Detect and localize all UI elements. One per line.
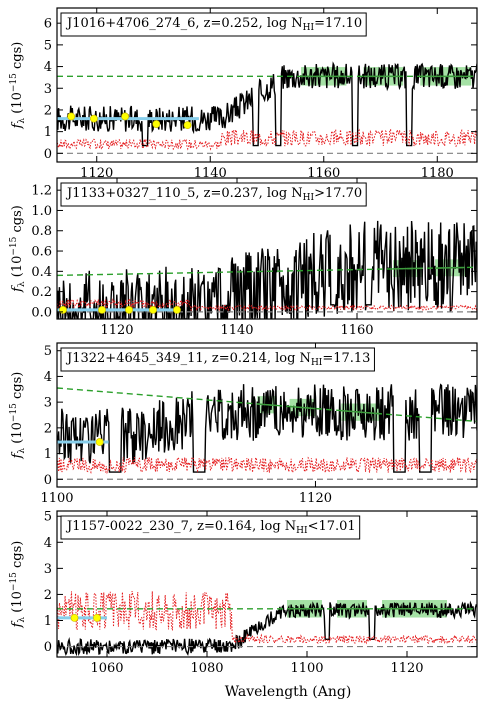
plot-area [57, 383, 477, 480]
panel-title-box [60, 182, 367, 207]
x-tick-label: 1100 [290, 661, 323, 676]
y-axis-label: fλ (10−15 cgs) [9, 42, 27, 130]
x-tick-label: 1120 [299, 491, 332, 506]
panel-3: 1100 1120 0 1 2 3 4 5 fλ (10−15 cgs) J1322+4645_3… [9, 342, 478, 506]
x-axis-label: Wavelength (Ang) [225, 684, 352, 700]
x-tick-label: 1180 [421, 166, 454, 181]
lyman-point [152, 120, 161, 128]
panel-title: J1322+4645_349_11, z=0.214, log NHI=17.1… [65, 351, 370, 368]
lyman-point [95, 438, 104, 446]
panel-title: J1133+0327_110_5, z=0.237, log NHI>17.70 [65, 186, 362, 203]
y-tick-label: 0.2 [31, 285, 52, 300]
flux-spectrum [57, 220, 477, 319]
panel-2: 1120 1140 1160 0.0 0.2 0.4 0.6 0.8 1.0 1.2 fλ (10−… [9, 177, 478, 338]
lyman-point [125, 305, 133, 314]
error-spectrum [57, 591, 477, 646]
fit-line [392, 267, 424, 270]
y-tick-label: 0 [44, 640, 52, 655]
y-tick-label: 0.6 [31, 245, 52, 260]
y-tick-label: 0.0 [31, 305, 52, 320]
flux-spectrum [57, 383, 477, 473]
y-tick-label: 1 [44, 614, 52, 629]
panel-title: J1157-0022_230_7, z=0.164, log NHI<17.01 [65, 519, 356, 536]
y-axis-label: fλ (10−15 cgs) [9, 541, 27, 629]
y-tick-label: 2 [44, 588, 52, 603]
panel-4: 1060 1080 1100 1120 0 1 2 3 4 5 fλ (10−15 cgs) J115… [9, 510, 478, 676]
y-tick-label: 3 [44, 562, 52, 577]
y-tick-label: 4 [44, 370, 52, 385]
y-tick-label: 5 [44, 38, 52, 53]
y-tick-label: 1 [44, 447, 52, 462]
y-tick-label: 4 [44, 60, 52, 75]
fit-line [289, 405, 316, 410]
plot-area [57, 61, 477, 154]
panel-title-box [60, 515, 361, 540]
panel-title: J1016+4706_274_6, z=0.252, log NHI=17.10 [65, 16, 362, 33]
lyman-point [173, 305, 181, 314]
lyman-point [121, 112, 130, 121]
y-tick-label: 5 [44, 344, 52, 359]
error-spectrum [57, 455, 477, 475]
fit-line [434, 266, 466, 269]
y-tick-label: 0 [44, 473, 52, 488]
lyman-point [98, 305, 106, 314]
y-tick-label: 2 [44, 421, 52, 436]
y-tick-label: 1.0 [31, 204, 52, 219]
panel-1: 1120 1140 1160 1180 0 1 2 3 4 5 6 fλ (10−15 cgs) J10… [9, 7, 478, 181]
y-axis-label: fλ (10−15 cgs) [9, 205, 27, 293]
x-tick-label: 1080 [190, 661, 223, 676]
y-tick-label: 0 [44, 147, 52, 162]
y-tick-label: 0.8 [31, 224, 52, 239]
x-tick-label: 1160 [340, 323, 373, 338]
plot-area [57, 220, 477, 319]
y-tick-label: 4 [44, 536, 52, 551]
x-tick-label: 1160 [307, 166, 340, 181]
x-tick-label: 1100 [40, 491, 73, 506]
y-tick-label: 1 [44, 125, 52, 140]
x-tick-label: 1120 [80, 166, 113, 181]
lyman-point [183, 121, 192, 130]
x-tick-label: 1140 [194, 166, 227, 181]
plot-area [57, 591, 477, 657]
y-tick-label: 3 [44, 396, 52, 411]
x-tick-label: 1120 [100, 323, 133, 338]
lyman-point [93, 613, 101, 622]
error-spectrum [57, 128, 477, 151]
lyman-point [67, 112, 76, 121]
lyman-point [149, 305, 157, 314]
fit-line [257, 403, 277, 407]
y-tick-label: 3 [44, 82, 52, 97]
lyman-point [89, 114, 98, 123]
y-tick-label: 6 [44, 17, 52, 32]
x-tick-label: 1120 [390, 661, 423, 676]
x-tick-label: 1060 [90, 661, 123, 676]
y-axis-label: fλ (10−15 cgs) [9, 372, 27, 460]
y-tick-label: 1.2 [31, 184, 52, 199]
panel-frame [56, 510, 478, 658]
fit-line [341, 409, 381, 415]
y-tick-label: 5 [44, 510, 52, 525]
lyman-point [70, 613, 79, 622]
panel-title-box [60, 347, 375, 372]
panel-frame [56, 7, 478, 163]
panel-title-box [60, 12, 367, 37]
panel-frame [56, 177, 478, 320]
panel-frame [56, 342, 478, 488]
y-tick-label: 0.4 [31, 265, 52, 280]
error-spectrum [57, 298, 477, 312]
x-tick-label: 1140 [220, 323, 253, 338]
y-tick-label: 2 [44, 103, 52, 118]
